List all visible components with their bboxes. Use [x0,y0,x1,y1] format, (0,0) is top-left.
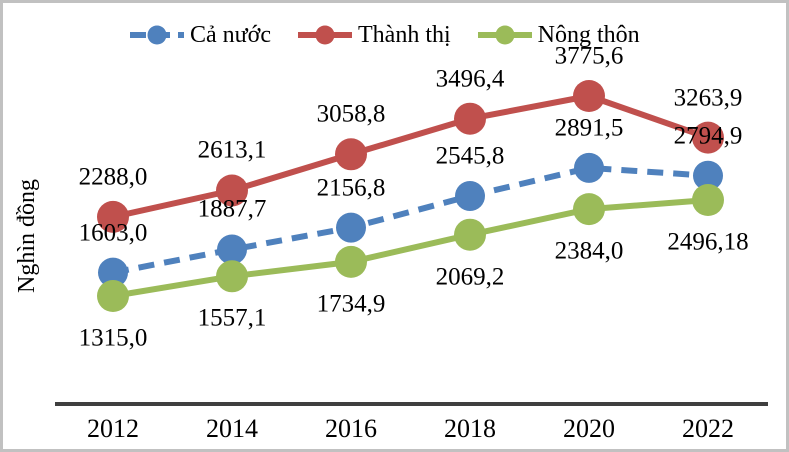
data-point-ca-nuoc-2020 [574,152,604,183]
legend-label-thanh-thi: Thành thị [358,22,451,48]
data-point-thanh-thi-2018 [454,102,486,135]
legend-item-thanh-thi: Thành thị [298,22,451,48]
data-point-nong-thon-2012 [97,280,129,312]
data-label-thanh-thi-2016: 3058,8 [316,100,386,128]
data-point-nong-thon-2022 [692,184,724,216]
data-point-nong-thon-2018 [454,218,486,251]
legend-marker-nong-thon-icon [477,25,532,45]
data-point-ca-nuoc-2016 [336,212,366,243]
legend-dot-thanh-thi-icon [315,25,335,45]
data-label-ca-nuoc-2020: 2891,5 [554,114,624,142]
data-label-thanh-thi-2022: 3263,9 [673,84,743,112]
data-label-nong-thon-2018: 2069,2 [435,263,505,291]
data-label-ca-nuoc-2014: 1887,7 [197,195,267,223]
series-line-thanh-thi [112,92,709,220]
x-tick-label-2022: 2022 [682,414,734,443]
data-label-thanh-thi-2014: 2613,1 [197,136,267,164]
data-point-nong-thon-2020 [573,193,605,226]
x-axis-line [55,402,768,406]
data-label-nong-thon-2016: 1734,9 [316,290,386,318]
legend-label-nong-thon: Nông thôn [537,22,640,48]
legend-marker-thanh-thi-icon [298,25,353,45]
series-line-nong-thon [112,197,709,299]
series-line-ca-nuoc [112,164,709,276]
chart-legend: Cả nước Thành thị Nông thôn [130,22,640,48]
data-point-ca-nuoc-2012 [98,257,128,288]
legend-dot-ca-nuoc-icon [147,25,167,45]
data-label-nong-thon-2012: 1315,0 [78,324,148,352]
data-point-thanh-thi-2022 [692,121,724,154]
plot-area [97,80,724,312]
data-point-ca-nuoc-2022 [693,160,723,191]
data-label-ca-nuoc-2012: 1603,0 [78,219,148,247]
legend-marker-ca-nuoc-icon [130,25,184,45]
data-label-thanh-thi-2018: 3496,4 [435,65,505,93]
data-point-thanh-thi-2012 [97,200,129,233]
data-point-nong-thon-2016 [335,245,367,278]
data-label-nong-thon-2022: 2496,18 [667,228,749,256]
legend-dot-nong-thon-icon [495,25,515,45]
data-point-ca-nuoc-2014 [217,234,247,265]
data-point-thanh-thi-2020 [573,80,605,112]
x-tick-label-2016: 2016 [325,414,377,443]
data-label-ca-nuoc-2018: 2545,8 [435,142,505,170]
data-label-nong-thon-2014: 1557,1 [197,304,267,332]
data-label-ca-nuoc-2016: 2156,8 [316,174,386,202]
data-label-thanh-thi-2012: 2288,0 [78,163,148,191]
data-point-ca-nuoc-2018 [455,181,485,211]
data-point-thanh-thi-2016 [335,138,367,171]
data-point-nong-thon-2014 [216,260,248,293]
data-point-thanh-thi-2014 [216,174,248,207]
x-tick-label-2018: 2018 [444,414,496,443]
data-label-nong-thon-2020: 2384,0 [554,237,624,265]
legend-item-nong-thon: Nông thôn [477,22,640,48]
x-tick-label-2014: 2014 [206,414,258,443]
legend-item-ca-nuoc: Cả nước [130,22,271,48]
data-label-thanh-thi-2020: 3775,6 [554,42,624,70]
x-tick-label-2012: 2012 [87,414,139,443]
x-tick-label-2020: 2020 [563,414,615,443]
data-label-ca-nuoc-2022: 2794,9 [673,122,743,150]
legend-label-ca-nuoc: Cả nước [190,22,272,48]
